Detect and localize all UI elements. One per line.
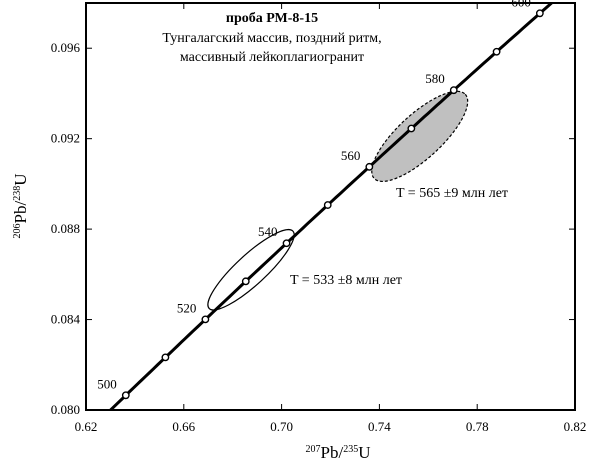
age-label-540: 540: [258, 224, 278, 239]
age-label-580: 580: [425, 71, 445, 86]
chart-subtitle-line-1: Тунгалагский массив, поздний ритм,: [162, 31, 381, 46]
y-tick-label-3: 0.092: [51, 131, 80, 146]
axis-ticks: 0.62 0.66 0.70 0.74 0.78 0.82 0.080 0.084 0.088 0…: [51, 3, 587, 434]
plot-frame: [85, 2, 576, 411]
age-label-600: 600: [511, 0, 531, 9]
age-marker-500: [121, 391, 130, 400]
annotation-t533: T = 533 ±8 млн лет: [290, 273, 402, 288]
age-markers: [121, 9, 544, 400]
x-tick-label-5: 0.82: [564, 419, 587, 434]
y-tick-label-2: 0.088: [51, 221, 80, 236]
age-marker-560: [365, 162, 374, 171]
age-marker-600: [535, 9, 544, 18]
y-axis-label: 206Pb/238U: [11, 174, 30, 239]
concordia-curve: [108, 3, 554, 410]
error-ellipse-1: [371, 90, 469, 183]
age-label-560: 560: [341, 148, 361, 163]
y-tick-label-0: 0.080: [51, 402, 80, 417]
age-labels: 500 520 540 560 580 600: [97, 0, 531, 391]
x-tick-label-4: 0.78: [466, 419, 489, 434]
x-tick-label-2: 0.70: [270, 419, 293, 434]
age-marker-530: [241, 277, 250, 286]
age-marker-590: [492, 47, 501, 56]
age-label-520: 520: [177, 300, 197, 315]
age-marker-570: [407, 124, 416, 133]
x-tick-label-3: 0.74: [368, 419, 391, 434]
error-ellipses: [207, 90, 469, 311]
x-tick-label-1: 0.66: [172, 419, 195, 434]
y-tick-label-1: 0.084: [51, 312, 81, 327]
age-marker-580: [449, 86, 458, 95]
age-marker-550: [323, 201, 332, 209]
error-ellipse-0: [207, 228, 295, 311]
age-marker-540: [282, 239, 291, 248]
age-marker-510: [161, 353, 170, 362]
age-label-500: 500: [97, 376, 117, 391]
age-marker-520: [201, 315, 210, 324]
x-axis-label: 207Pb/235U: [306, 443, 371, 462]
x-tick-label-0: 0.62: [75, 419, 98, 434]
annotation-t565: T = 565 ±9 млн лет: [396, 186, 508, 201]
y-tick-label-4: 0.096: [51, 40, 81, 55]
chart-title: проба РМ-8-15: [226, 11, 318, 26]
chart-subtitle-line-2: массивный лейкоплагиогранит: [180, 50, 364, 65]
